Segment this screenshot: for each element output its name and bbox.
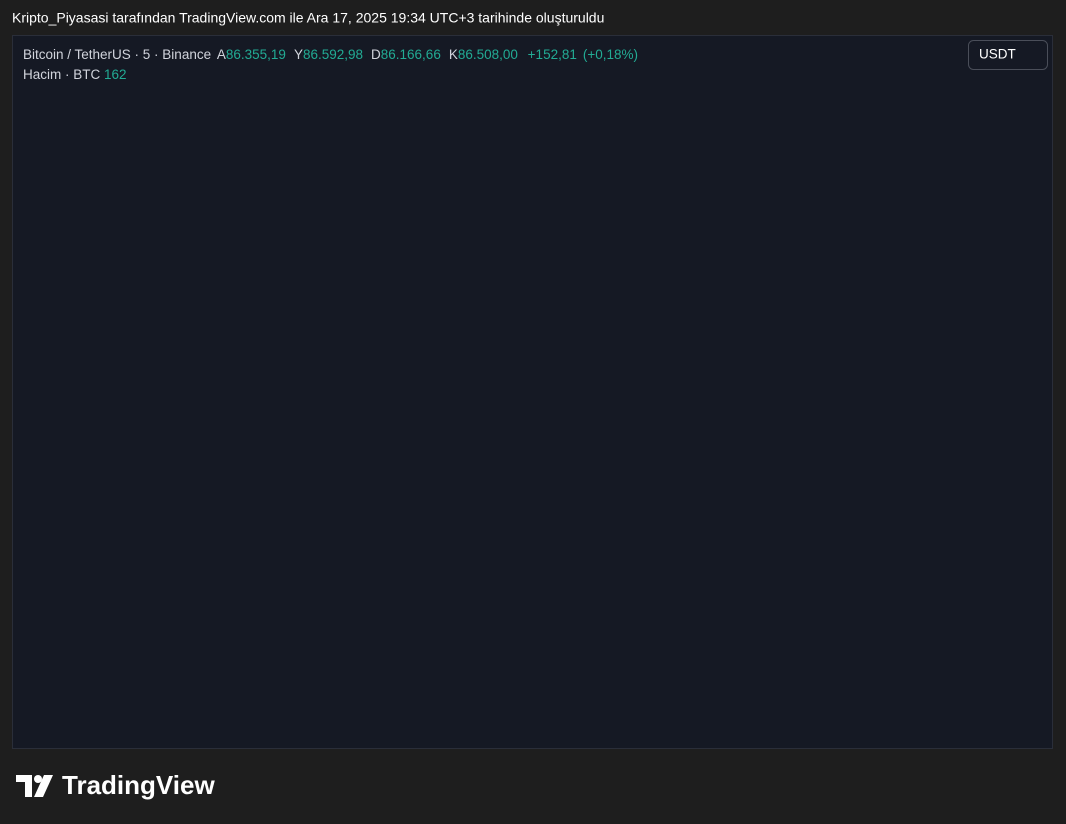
ohlc-key: A (216, 47, 226, 62)
ohlc-key: D (371, 47, 381, 62)
currency-label[interactable]: USDT (979, 47, 1016, 62)
chart-panel (12, 35, 1053, 749)
volume-title: Hacim · BTC (23, 67, 101, 82)
ohlc-value: 86.355,19 (225, 47, 286, 62)
page-title: Kripto_Piyasasi tarafından TradingView.c… (12, 10, 604, 26)
currency-button[interactable] (968, 40, 1048, 70)
legend-row: Hacim · BTC 162 (23, 65, 644, 85)
legend-row: Bitcoin / TetherUS · 5 · Binance A86.355… (23, 45, 644, 65)
volume-value: 162 (104, 67, 127, 82)
legend: Bitcoin / TetherUS · 5 · Binance A86.355… (23, 45, 644, 85)
ohlc-value: 86.592,98 (302, 47, 364, 62)
symbol: Bitcoin / TetherUS · 5 · Binance (23, 47, 212, 62)
change: +152,81 (527, 47, 577, 62)
change-pct: (+0,18%) (582, 47, 639, 62)
brand-logo (16, 775, 53, 797)
ohlc-key: K (448, 47, 458, 62)
brand-name: TradingView (62, 770, 215, 800)
ohlc-value: 86.508,00 (457, 47, 518, 62)
ohlc-value: 86.166,66 (380, 47, 441, 62)
ohlc-key: Y (293, 47, 303, 62)
